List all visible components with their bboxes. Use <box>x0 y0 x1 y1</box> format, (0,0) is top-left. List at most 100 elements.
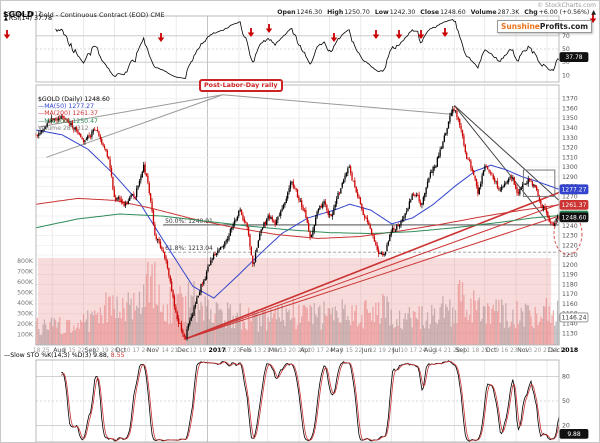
svg-text:13 20 27: 13 20 27 <box>525 348 551 354</box>
legend-ma200-row: —MA(200) 1261.37 <box>38 110 98 118</box>
instrument-title: Gold - Continuous Contract (EOD) CME <box>38 11 165 19</box>
svg-text:50.0%: 1240.91: 50.0%: 1240.91 <box>165 218 213 225</box>
stoch-label: —Slow STO %K(14,3) %D(3) <box>4 352 92 359</box>
svg-text:1230: 1230 <box>562 233 578 240</box>
svg-text:800K: 800K <box>17 258 34 265</box>
ticker-symbol: $GOLD <box>3 10 34 19</box>
svg-text:1360: 1360 <box>562 105 578 112</box>
svg-text:1160: 1160 <box>562 301 578 308</box>
svg-text:Feb: Feb <box>240 347 251 354</box>
legend-ma300-row: —MA(300) 1250.47 <box>38 117 98 125</box>
svg-text:Sep: Sep <box>85 347 97 354</box>
legend-symbol-row: $GOLD (Daily) 1248.60 <box>38 96 110 103</box>
svg-text:1320: 1320 <box>562 145 578 152</box>
low-value: 1242.30 <box>389 8 416 16</box>
rsi-legend: ▲RSI(14) 37.78 <box>4 15 52 22</box>
svg-text:1248.60: 1248.60 <box>562 214 587 221</box>
high-value: 1250.70 <box>344 8 370 16</box>
svg-text:6 13 21: 6 13 21 <box>248 348 270 354</box>
svg-text:6 13 20 27: 6 13 20 27 <box>274 348 306 354</box>
volume-label: Volume <box>470 8 497 16</box>
legend-volume-row: Volume 287,312 <box>38 124 89 132</box>
svg-text:200K: 200K <box>17 321 34 328</box>
svg-text:400K: 400K <box>17 300 34 307</box>
change-value: +6.00 (+0.56%) ▲ <box>538 8 596 16</box>
svg-text:Mar: Mar <box>269 347 281 354</box>
sunshine-profits-logo: SunshineProfits.com <box>497 20 593 33</box>
svg-text:80: 80 <box>562 373 570 380</box>
high-label: High <box>327 8 344 16</box>
svg-text:1240: 1240 <box>562 223 578 230</box>
stochastic-legend: —Slow STO %K(14,3) %D(3) 9.88, 8.55 <box>4 352 125 359</box>
svg-text:May: May <box>330 347 343 354</box>
svg-text:Dec: Dec <box>548 347 561 354</box>
svg-text:1180: 1180 <box>562 281 578 288</box>
svg-text:2018: 2018 <box>561 347 578 354</box>
close-label: Close <box>420 8 440 16</box>
svg-text:Aug: Aug <box>53 347 65 354</box>
svg-text:700K: 700K <box>17 269 34 276</box>
svg-text:1210: 1210 <box>562 252 578 259</box>
post-labor-day-rally-callout: Post-Labor-Day rally <box>199 79 283 92</box>
change-label: Chg <box>524 8 538 16</box>
stoch-d-value: 8.55 <box>110 352 125 359</box>
svg-text:1370: 1370 <box>562 96 578 103</box>
svg-text:12 19: 12 19 <box>190 348 207 354</box>
svg-text:1261.37: 1261.37 <box>562 202 587 209</box>
svg-text:10 17 24: 10 17 24 <box>307 348 333 354</box>
ohlc-readout: Open1246.30 High1250.70 Low1242.30 Close… <box>274 9 596 16</box>
svg-text:Aug: Aug <box>424 347 436 354</box>
svg-text:7 14 21: 7 14 21 <box>156 348 178 354</box>
svg-text:1220: 1220 <box>562 242 578 249</box>
svg-text:Apr: Apr <box>300 347 311 354</box>
svg-text:8 15 22: 8 15 22 <box>63 348 85 354</box>
svg-text:11 18: 11 18 <box>551 348 568 354</box>
stoch-k-value: 9.88, <box>93 352 109 359</box>
svg-text:1270: 1270 <box>562 193 578 200</box>
svg-text:1350: 1350 <box>562 115 578 122</box>
copyright-text: © StockCharts.com <box>537 2 596 9</box>
collapse-arrow-icon[interactable]: ▲ <box>4 16 8 22</box>
svg-text:12 19 26: 12 19 26 <box>92 348 118 354</box>
svg-text:10 17 24: 10 17 24 <box>400 348 426 354</box>
svg-text:1170: 1170 <box>562 291 578 298</box>
svg-text:7 14 21 28: 7 14 21 28 <box>429 348 461 354</box>
svg-text:1290: 1290 <box>562 174 578 181</box>
svg-text:Jun: Jun <box>361 347 372 354</box>
svg-text:1277.27: 1277.27 <box>562 186 587 193</box>
svg-text:50: 50 <box>562 46 570 53</box>
svg-text:300K: 300K <box>17 311 34 318</box>
svg-text:1200: 1200 <box>562 262 578 269</box>
svg-text:500K: 500K <box>17 290 34 297</box>
svg-text:1146.24: 1146.24 <box>562 314 587 321</box>
svg-text:1300: 1300 <box>562 164 578 171</box>
svg-text:37.78: 37.78 <box>565 54 582 61</box>
svg-text:9 17 23: 9 17 23 <box>218 348 240 354</box>
close-value: 1248.60 <box>440 8 466 16</box>
svg-text:18 25: 18 25 <box>33 348 50 354</box>
svg-text:10: 10 <box>562 72 570 79</box>
svg-text:2017: 2017 <box>209 347 226 354</box>
svg-text:1340: 1340 <box>562 125 578 132</box>
low-label: Low <box>374 8 389 16</box>
svg-text:9 16 23: 9 16 23 <box>495 348 517 354</box>
rsi-value: 37.78 <box>34 15 53 22</box>
chart-date: 13-Dec-2017 <box>3 11 42 18</box>
chart-header: $GOLD Gold - Continuous Contract (EOD) C… <box>3 2 165 21</box>
svg-text:11 18 25: 11 18 25 <box>463 348 489 354</box>
svg-text:1190: 1190 <box>562 272 578 279</box>
legend-ma50-row: —MA(50) 1277.27 <box>38 103 95 111</box>
main-chart-legend: $GOLD (Daily) 1248.60 —MA(50) 1277.27 —M… <box>38 96 110 132</box>
svg-text:12 19 26: 12 19 26 <box>369 348 395 354</box>
svg-text:70: 70 <box>562 33 570 40</box>
logo-word-sunshine: Sunshine <box>501 22 540 31</box>
svg-text:1140: 1140 <box>562 320 578 327</box>
svg-text:61.8%: 1213.04: 61.8%: 1213.04 <box>165 245 213 252</box>
svg-text:1130: 1130 <box>562 330 578 337</box>
svg-text:9.88: 9.88 <box>567 431 581 438</box>
svg-text:Oct: Oct <box>486 347 497 354</box>
svg-text:30: 30 <box>562 59 570 66</box>
svg-text:Nov: Nov <box>517 347 529 354</box>
svg-text:Jul: Jul <box>392 347 401 354</box>
